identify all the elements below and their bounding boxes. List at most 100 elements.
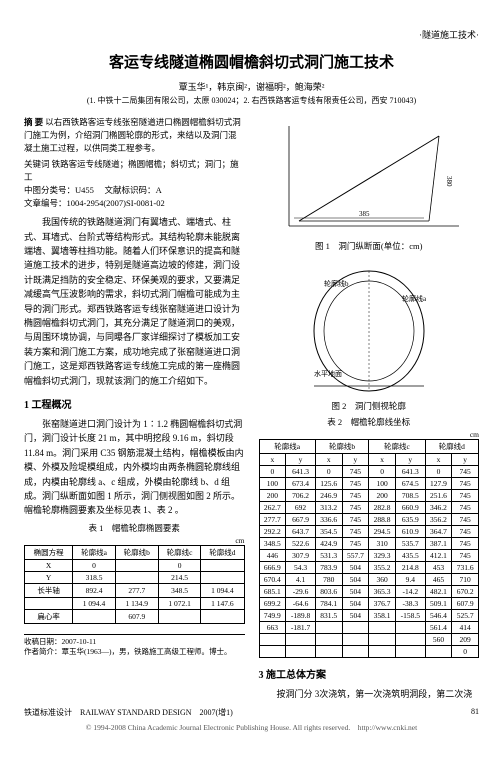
authors: 覃玉华¹，韩京闽²，谢福明²，鲍海荣² xyxy=(24,80,479,93)
table-cell xyxy=(259,646,286,658)
table-cell: 376.7 xyxy=(369,598,396,610)
table-cell: 277.7 xyxy=(259,514,286,526)
article-id-label: 文章编号： xyxy=(24,198,67,208)
table-cell: 0 xyxy=(369,466,396,478)
table-subheader: x xyxy=(315,454,342,466)
table-subheader: y xyxy=(342,454,369,466)
table-cell xyxy=(315,646,342,658)
table-subheader: y xyxy=(395,454,425,466)
table-cell xyxy=(259,634,286,646)
table-header: 轮廓线b xyxy=(115,545,158,559)
page-footer: 铁道标准设计 RAILWAY STANDARD DESIGN 2007(增1) … xyxy=(24,707,479,718)
table-cell: 360 xyxy=(369,574,396,586)
table-cell: 831.5 xyxy=(315,610,342,622)
table-cell: 9.4 xyxy=(395,574,425,586)
table-cell xyxy=(115,571,158,583)
table-cell: 660.9 xyxy=(395,502,425,514)
footnote: 收稿日期：2007-10-11 作者简介：覃玉华(1963—)，男，铁路施工高级… xyxy=(24,634,245,658)
table-cell: 745 xyxy=(342,466,369,478)
table-cell: 0 xyxy=(158,559,201,571)
table-cell: 313.2 xyxy=(315,502,342,514)
article-title: 客运专线隧道椭圆帽檐斜切式洞门施工技术 xyxy=(24,51,479,72)
table-cell: 346.2 xyxy=(425,502,452,514)
table-cell: 356.2 xyxy=(425,514,452,526)
table-cell: 0 xyxy=(452,646,479,658)
table-cell: 745 xyxy=(342,502,369,514)
svg-text:385: 385 xyxy=(359,210,370,218)
table-cell: X xyxy=(25,559,73,571)
table-cell xyxy=(425,646,452,658)
abstract: 摘 要 以右西铁路客运专线张窑隧道进口椭圆帽檐斜切式洞门施工为例，介绍洞门椭圆轮… xyxy=(24,116,245,154)
table-cell: 745 xyxy=(452,526,479,538)
table-header: 轮廓线d xyxy=(201,545,244,559)
table-cell: 745 xyxy=(452,502,479,514)
table-cell: 0 xyxy=(425,466,452,478)
table1-unit: cm xyxy=(24,536,245,545)
table-cell: 561.4 xyxy=(425,622,452,634)
table-cell: 706.2 xyxy=(286,490,316,502)
table-cell: 364.7 xyxy=(425,526,452,538)
clc-line: 中图分类号：U455 文献标识码：A xyxy=(24,184,245,197)
table-cell: 435.5 xyxy=(395,550,425,562)
table-cell: 784.1 xyxy=(315,598,342,610)
table-cell: 643.7 xyxy=(286,526,316,538)
table-cell: 745 xyxy=(342,490,369,502)
figure-2-svg: 轮廓线b 轮廓线a 水平地面 xyxy=(284,256,454,396)
table-cell: 673.4 xyxy=(286,478,316,490)
table-cell xyxy=(395,646,425,658)
table-cell: 635.9 xyxy=(395,514,425,526)
svg-text:轮廓线a: 轮廓线a xyxy=(402,294,427,303)
table-cell xyxy=(286,646,316,658)
table-cell: 663 xyxy=(259,622,286,634)
table-header: 轮廓线b xyxy=(315,440,368,454)
table-cell: 685.1 xyxy=(259,586,286,598)
table-cell: 607.9 xyxy=(115,609,158,623)
table-cell: 535.7 xyxy=(395,538,425,550)
table-subheader: y xyxy=(286,454,316,466)
publisher-footer: © 1994-2008 China Academic Journal Elect… xyxy=(24,722,479,733)
table-subheader: x xyxy=(425,454,452,466)
article-id-line: 文章编号：1004-2954(2007)SI-0081-02 xyxy=(24,197,245,210)
table-cell xyxy=(25,597,73,609)
table-cell: -14.2 xyxy=(395,586,425,598)
table-cell: 546.4 xyxy=(425,610,452,622)
svg-text:轮廓线b: 轮廓线b xyxy=(324,279,349,288)
section-3-para: 按洞门分 3次浇筑，第一次浇筑明洞段，第二次浇 xyxy=(259,687,480,701)
page-number: 81 xyxy=(471,707,479,718)
header-category: ·隧道施工技术· xyxy=(24,28,479,41)
keywords-text: 铁路客运专线隧道；椭圆帽檐；斜切式；洞门；施工 xyxy=(24,159,239,182)
abstract-label: 摘 要 xyxy=(24,117,43,127)
table-cell: 54.3 xyxy=(286,562,316,574)
table-cell: 745 xyxy=(452,490,479,502)
table-cell: 288.8 xyxy=(369,514,396,526)
table-cell: 387.1 xyxy=(425,538,452,550)
table-cell xyxy=(201,571,244,583)
svg-text:水平地面: 水平地面 xyxy=(314,369,342,378)
table-cell: 446 xyxy=(259,550,286,562)
table-cell: Y xyxy=(25,571,73,583)
doccode-label: 文献标识码： xyxy=(105,185,156,195)
table-cell xyxy=(201,609,244,623)
table-cell: 214.8 xyxy=(395,562,425,574)
table-cell: 667.9 xyxy=(286,514,316,526)
table-cell: -64.6 xyxy=(286,598,316,610)
table-cell: 412.1 xyxy=(425,550,452,562)
table-cell: 310 xyxy=(369,538,396,550)
table-cell: -29.6 xyxy=(286,586,316,598)
table-cell: 674.5 xyxy=(395,478,425,490)
table-cell: 557.7 xyxy=(342,550,369,562)
table-cell: 200 xyxy=(259,490,286,502)
table-cell: 670.4 xyxy=(259,574,286,586)
table-cell xyxy=(342,634,369,646)
table-cell: 504 xyxy=(342,574,369,586)
table-cell: 0 xyxy=(73,559,116,571)
figure-1-svg: 385 380 xyxy=(269,116,469,236)
table-cell xyxy=(342,646,369,658)
table-cell: 504 xyxy=(342,610,369,622)
left-column: 摘 要 以右西铁路客运专线张窑隧道进口椭圆帽檐斜切式洞门施工为例，介绍洞门椭圆轮… xyxy=(24,116,245,701)
table-cell: 482.1 xyxy=(425,586,452,598)
table-cell: 504 xyxy=(342,586,369,598)
table-cell: 200 xyxy=(369,490,396,502)
table-cell: 504 xyxy=(342,598,369,610)
table-cell: 100 xyxy=(369,478,396,490)
